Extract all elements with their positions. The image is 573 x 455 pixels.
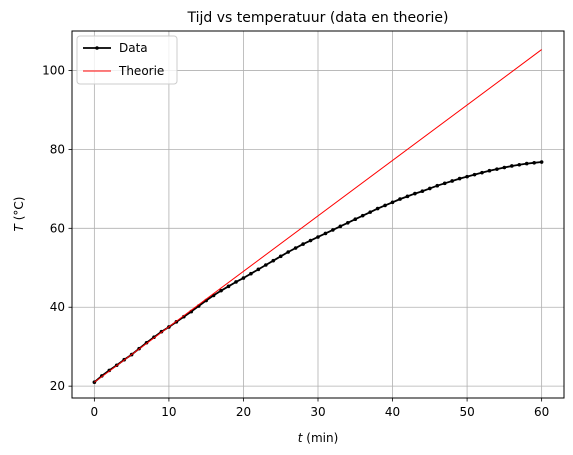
- data-point: [241, 276, 246, 280]
- data-point: [524, 161, 529, 166]
- x-tick-label: 50: [459, 405, 474, 419]
- data-point: [271, 258, 276, 263]
- data-point: [353, 217, 358, 222]
- data-point: [219, 288, 223, 293]
- y-tick-label: 20: [50, 379, 65, 393]
- data-point: [398, 197, 402, 201]
- data-point: [301, 242, 305, 246]
- data-point: [286, 250, 290, 254]
- data-point: [383, 203, 387, 208]
- x-tick-label: 40: [385, 405, 400, 419]
- x-tick-label: 60: [534, 405, 549, 419]
- data-point: [420, 189, 425, 194]
- legend-data-marker: [95, 46, 99, 50]
- data-point: [450, 179, 454, 183]
- data-point: [539, 160, 544, 164]
- data-point: [375, 206, 380, 211]
- data-point: [487, 168, 492, 173]
- data-point: [435, 183, 440, 188]
- y-tick-label: 60: [50, 221, 65, 235]
- y-tick-label: 80: [50, 142, 65, 156]
- data-point: [368, 210, 372, 214]
- data-point: [480, 170, 484, 175]
- data-point: [346, 220, 350, 225]
- series-line-theorie: [94, 49, 542, 383]
- data-point: [510, 164, 514, 168]
- data-point: [226, 284, 231, 289]
- data-point: [331, 228, 335, 232]
- data-point: [390, 200, 395, 205]
- y-axis-label: T (°C): [12, 197, 26, 232]
- y-tick-label: 100: [42, 63, 65, 77]
- data-point: [428, 186, 432, 191]
- x-axis: 0 10 20 30 40 50 60: [91, 398, 549, 419]
- data-point: [249, 271, 253, 276]
- data-point: [264, 263, 268, 267]
- x-tick-label: 10: [161, 405, 176, 419]
- data-point: [532, 161, 536, 165]
- data-point: [442, 181, 447, 186]
- data-point: [405, 194, 410, 199]
- data-point: [256, 267, 261, 272]
- data-point: [457, 176, 462, 181]
- data-point: [360, 213, 365, 218]
- y-axis: 20 40 60 80 100: [42, 63, 72, 393]
- data-point: [323, 231, 328, 236]
- data-point: [517, 162, 522, 167]
- x-tick-label: 20: [236, 405, 251, 419]
- data-point: [278, 254, 283, 259]
- legend-label-theorie: Theorie: [118, 64, 164, 78]
- legend: Data Theorie: [76, 35, 178, 85]
- series-layer: [92, 49, 544, 385]
- chart-title: Tijd vs temperatuur (data en theorie): [187, 10, 449, 26]
- legend-label-data: Data: [119, 41, 148, 55]
- data-point: [472, 172, 477, 177]
- x-tick-label: 30: [310, 405, 325, 419]
- grid-lines: [72, 31, 564, 398]
- data-point: [316, 235, 320, 239]
- x-tick-label: 0: [91, 405, 99, 419]
- data-point: [465, 174, 469, 179]
- data-point: [495, 167, 499, 171]
- data-point: [234, 280, 238, 284]
- y-tick-label: 40: [50, 300, 65, 314]
- x-axis-label: t (min): [298, 431, 339, 445]
- data-point: [413, 191, 417, 196]
- data-point: [338, 224, 343, 229]
- data-point: [308, 238, 313, 243]
- data-point: [293, 246, 298, 250]
- data-point: [502, 165, 507, 170]
